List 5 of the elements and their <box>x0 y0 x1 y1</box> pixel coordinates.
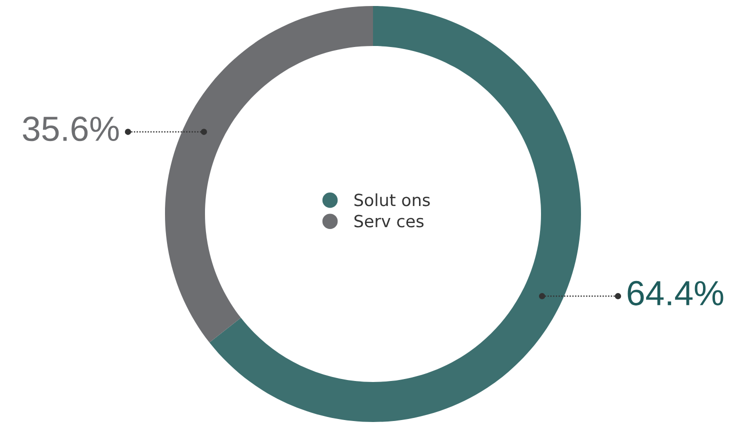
legend-label: Solut ons <box>354 193 430 206</box>
data-label: 64.4% <box>628 280 724 306</box>
donut-slice <box>209 6 581 422</box>
data-label: 35.6% <box>22 116 119 142</box>
legend-label: Serv ces <box>354 214 424 228</box>
